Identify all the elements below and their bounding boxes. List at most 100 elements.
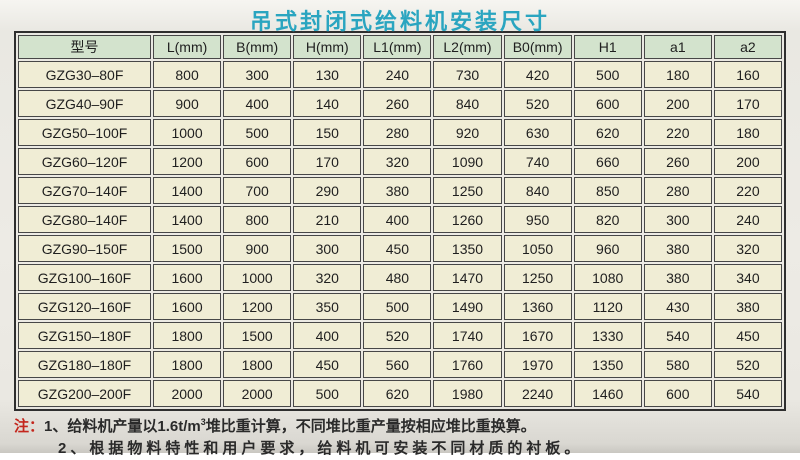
value-cell: 730 [433,61,502,88]
value-cell: 180 [713,119,782,146]
value-cell: 540 [643,322,712,349]
value-cell: 900 [153,90,222,117]
value-cell: 1470 [433,264,502,291]
value-cell: 500 [223,119,292,146]
value-cell: 320 [293,264,362,291]
note-1-superscript: 3 [200,417,206,427]
value-cell: 400 [223,90,292,117]
model-cell: GZG60–120F [18,148,151,175]
value-cell: 1200 [223,293,292,320]
value-cell: 180 [643,61,712,88]
value-cell: 1800 [153,322,222,349]
header-row: 型号 L(mm) B(mm) H(mm) L1(mm) L2(mm) B0(mm) H1 a1 a… [18,35,782,59]
value-cell: 170 [713,90,782,117]
model-cell: GZG120–160F [18,293,151,320]
value-cell: 200 [713,148,782,175]
value-cell: 520 [363,322,432,349]
value-cell: 430 [643,293,712,320]
value-cell: 170 [293,148,362,175]
value-cell: 240 [363,61,432,88]
value-cell: 1120 [573,293,642,320]
value-cell: 1800 [153,351,222,378]
note-line-1: 注：1、给料机产量以1.6t/m3堆比重计算，不同堆比重产量按相应堆比重换算。 [14,416,800,438]
value-cell: 260 [363,90,432,117]
value-cell: 560 [363,351,432,378]
value-cell: 700 [223,177,292,204]
model-cell: GZG30–80F [18,61,151,88]
value-cell: 660 [573,148,642,175]
value-cell: 740 [503,148,572,175]
value-cell: 820 [573,206,642,233]
value-cell: 500 [363,293,432,320]
value-cell: 580 [643,351,712,378]
value-cell: 1260 [433,206,502,233]
table-row: GZG120–160F 1600 1200 350 500 1490 1360 1120 430… [18,293,782,320]
value-cell: 450 [293,351,362,378]
value-cell: 480 [363,264,432,291]
value-cell: 1350 [433,235,502,262]
value-cell: 840 [503,177,572,204]
value-cell: 1740 [433,322,502,349]
value-cell: 220 [713,177,782,204]
value-cell: 500 [293,380,362,407]
column-header: L(mm) [153,35,222,59]
table-row: GZG50–100F 1000 500 150 280 920 630 620 220 180 [18,119,782,146]
value-cell: 900 [223,235,292,262]
table-row: GZG40–90F 900 400 140 260 840 520 600 200 170 [18,90,782,117]
value-cell: 2000 [153,380,222,407]
table-row: GZG150–180F 1800 1500 400 520 1740 1670 1330 540… [18,322,782,349]
column-header: a2 [713,35,782,59]
value-cell: 600 [573,90,642,117]
column-header: H(mm) [293,35,362,59]
value-cell: 1670 [503,322,572,349]
value-cell: 210 [293,206,362,233]
value-cell: 1250 [433,177,502,204]
value-cell: 1200 [153,148,222,175]
table-row: GZG200–200F 2000 2000 500 620 1980 2240 1460 600… [18,380,782,407]
value-cell: 280 [643,177,712,204]
value-cell: 300 [643,206,712,233]
note-1-text: 1、给料机产量以1.6t/m [44,418,201,435]
notes-section: 注：1、给料机产量以1.6t/m3堆比重计算，不同堆比重产量按相应堆比重换算。 … [14,416,800,460]
value-cell: 320 [713,235,782,262]
value-cell: 1330 [573,322,642,349]
note-line-2: 2、根据物料特性和用户要求，给料机可安装不同材质的衬板。 [58,440,584,457]
value-cell: 1460 [573,380,642,407]
page-title: 吊式封闭式给料机安装尺寸 [249,9,550,34]
value-cell: 140 [293,90,362,117]
table-row: GZG180–180F 1800 1800 450 560 1760 1970 1350 580… [18,351,782,378]
value-cell: 800 [223,206,292,233]
value-cell: 630 [503,119,572,146]
value-cell: 1080 [573,264,642,291]
value-cell: 620 [573,119,642,146]
table-row: GZG90–150F 1500 900 300 450 1350 1050 960 380 320 [18,235,782,262]
table-row: GZG80–140F 1400 800 210 400 1260 950 820 300 240 [18,206,782,233]
value-cell: 380 [363,177,432,204]
value-cell: 1250 [503,264,572,291]
value-cell: 1000 [223,264,292,291]
model-cell: GZG70–140F [18,177,151,204]
value-cell: 1000 [153,119,222,146]
table-row: GZG60–120F 1200 600 170 320 1090 740 660 260 200 [18,148,782,175]
value-cell: 220 [643,119,712,146]
value-cell: 840 [433,90,502,117]
value-cell: 300 [293,235,362,262]
value-cell: 1400 [153,177,222,204]
table-row: GZG30–80F 800 300 130 240 730 420 500 180 160 [18,61,782,88]
value-cell: 300 [223,61,292,88]
value-cell: 1800 [223,351,292,378]
value-cell: 320 [363,148,432,175]
model-cell: GZG40–90F [18,90,151,117]
model-cell: GZG80–140F [18,206,151,233]
value-cell: 200 [643,90,712,117]
value-cell: 600 [223,148,292,175]
column-header: B(mm) [223,35,292,59]
table-row: GZG100–160F 1600 1000 320 480 1470 1250 1080 380… [18,264,782,291]
value-cell: 150 [293,119,362,146]
value-cell: 160 [713,61,782,88]
value-cell: 1600 [153,293,222,320]
value-cell: 450 [363,235,432,262]
value-cell: 950 [503,206,572,233]
column-header: L1(mm) [363,35,432,59]
note-label: 注： [14,418,45,435]
